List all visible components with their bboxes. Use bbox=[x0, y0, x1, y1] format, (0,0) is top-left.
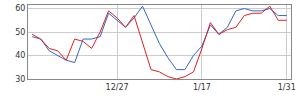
svg-text:12/27: 12/27 bbox=[106, 83, 129, 92]
svg-text:60: 60 bbox=[15, 4, 25, 13]
svg-text:30: 30 bbox=[15, 75, 25, 84]
svg-text:50: 50 bbox=[15, 28, 25, 37]
svg-text:1/31: 1/31 bbox=[278, 83, 296, 92]
svg-text:1/17: 1/17 bbox=[193, 83, 211, 92]
svg-text:40: 40 bbox=[15, 51, 25, 60]
